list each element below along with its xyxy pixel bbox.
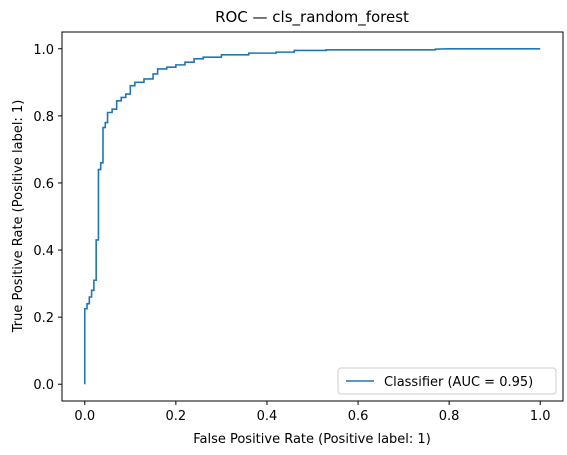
x-axis-label: False Positive Rate (Positive label: 1) bbox=[193, 432, 431, 447]
plot-area bbox=[62, 32, 563, 401]
x-tick-label: 0.2 bbox=[166, 409, 187, 424]
y-tick-label: 0.0 bbox=[33, 378, 54, 393]
y-axis-label: True Positive Rate (Positive label: 1) bbox=[11, 100, 26, 334]
x-tick-label: 0.6 bbox=[348, 409, 369, 424]
x-tick-label: 0.8 bbox=[439, 409, 460, 424]
y-tick-label: 0.2 bbox=[33, 311, 54, 326]
legend: Classifier (AUC = 0.95) bbox=[337, 367, 557, 395]
y-tick-label: 0.8 bbox=[33, 110, 54, 125]
x-tick-label: 0.4 bbox=[257, 409, 278, 424]
y-tick-label: 0.4 bbox=[33, 244, 54, 259]
x-tick-label: 1.0 bbox=[530, 409, 551, 424]
y-tick-label: 0.6 bbox=[33, 177, 54, 192]
legend-label-classifier: Classifier (AUC = 0.95) bbox=[384, 375, 533, 390]
x-axis-ticks: 0.0 0.2 0.4 0.6 0.8 1.0 bbox=[74, 401, 551, 424]
plot-frame bbox=[61, 31, 564, 402]
x-tick-label: 0.0 bbox=[74, 409, 95, 424]
y-axis-ticks: 0.0 0.2 0.4 0.6 0.8 1.0 bbox=[33, 43, 62, 393]
roc-curve-line bbox=[83, 47, 541, 385]
y-tick-label: 1.0 bbox=[33, 43, 54, 58]
chart-title: ROC — cls_random_forest bbox=[215, 8, 409, 27]
legend-box bbox=[337, 367, 557, 395]
